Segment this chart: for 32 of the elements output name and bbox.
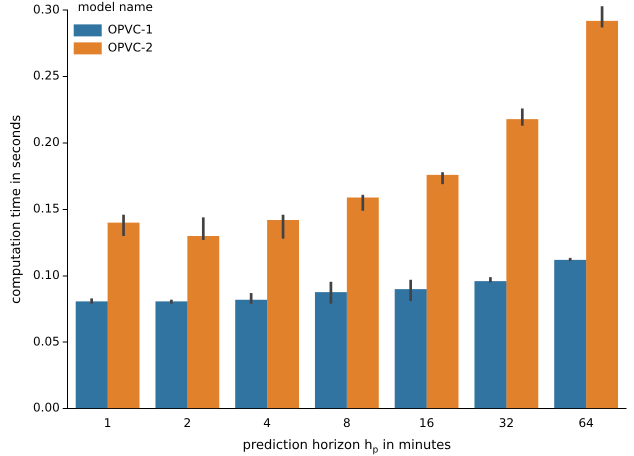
y-tick-label: 0.10 xyxy=(33,268,60,282)
bar xyxy=(426,174,459,408)
y-tick-label: 0.20 xyxy=(33,135,60,150)
x-tick-label: 16 xyxy=(418,416,434,430)
bar xyxy=(108,222,140,408)
x-tick-label: 8 xyxy=(343,416,351,430)
bar xyxy=(506,119,538,408)
y-tick-label: 0.25 xyxy=(33,68,60,83)
bar xyxy=(76,301,108,408)
y-tick-label: 0.30 xyxy=(33,2,60,16)
x-tick-label: 2 xyxy=(184,416,192,430)
bar xyxy=(554,260,586,408)
x-tick-label: 4 xyxy=(263,416,271,430)
x-tick-label: 32 xyxy=(498,416,514,430)
bar xyxy=(267,220,300,408)
bar xyxy=(155,301,188,408)
bar xyxy=(314,292,347,408)
y-axis-title: computation time in seconds xyxy=(9,114,24,304)
bar xyxy=(474,281,506,408)
bar xyxy=(346,197,379,408)
bar xyxy=(394,289,427,408)
legend-label: OPVC-2 xyxy=(108,40,153,55)
y-tick-label: 0.05 xyxy=(33,334,60,348)
y-tick-label: 0.00 xyxy=(33,400,60,415)
bar xyxy=(187,236,220,408)
legend-label: OPVC-1 xyxy=(108,22,153,37)
x-tick-label: 1 xyxy=(104,416,112,430)
bar xyxy=(586,20,618,408)
y-tick-label: 0.15 xyxy=(33,202,60,216)
bar xyxy=(235,300,268,408)
legend-title: model name xyxy=(78,0,153,14)
x-tick-label: 64 xyxy=(578,416,594,430)
